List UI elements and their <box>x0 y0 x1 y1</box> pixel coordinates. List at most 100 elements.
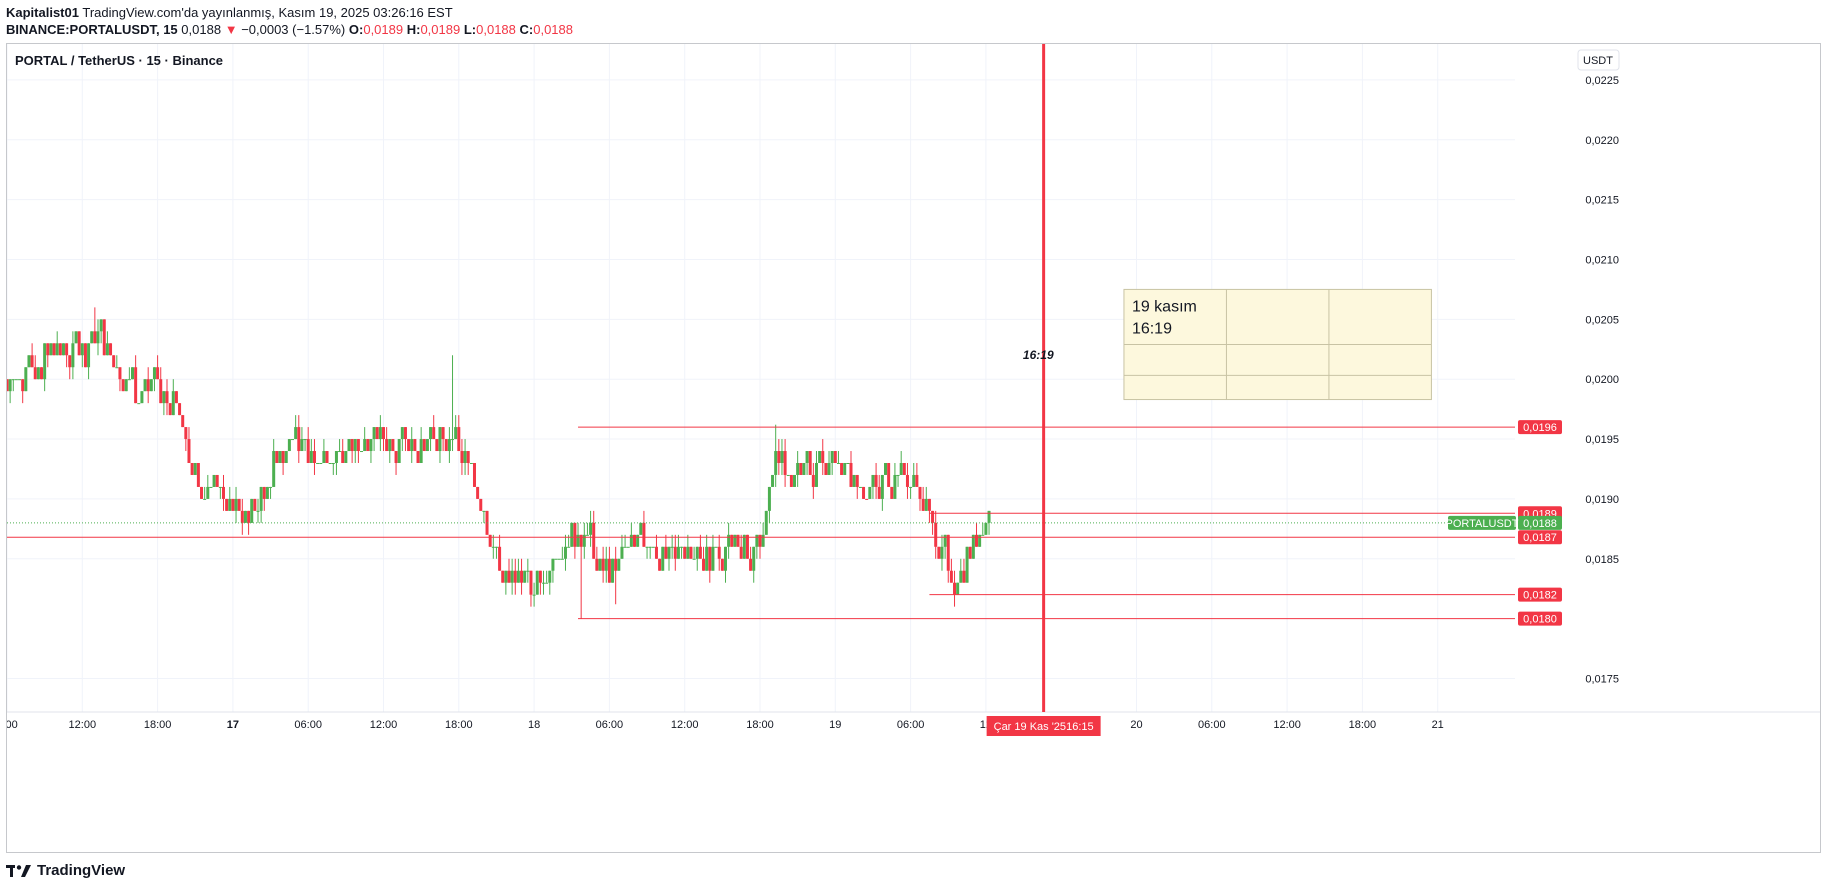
x-tick-label: 12:00 <box>69 719 97 731</box>
candle-body <box>400 427 404 440</box>
high-label: H: <box>406 22 421 37</box>
candle-body <box>808 451 812 475</box>
candle-body <box>611 558 615 583</box>
price-line-tag <box>1518 420 1562 435</box>
candle-body <box>118 367 122 380</box>
last-price-tag <box>1518 515 1562 530</box>
price-chart[interactable]: 16:19 19 kasım 16:19 0,0225 0,0220 0,0215 0,02… <box>7 44 1820 852</box>
candle-body <box>818 451 822 463</box>
candle-body <box>162 391 166 404</box>
candle-body <box>407 439 411 452</box>
candle-body <box>595 558 599 571</box>
candle-body <box>469 462 473 464</box>
candle-body <box>805 451 809 463</box>
candle-body <box>306 439 310 463</box>
candle-body <box>416 451 420 463</box>
candle-body <box>419 439 423 463</box>
candle-body <box>912 474 916 487</box>
x-tick-label: 21 <box>1432 719 1444 731</box>
x-tick-label: 06:00 <box>596 719 624 731</box>
note-line-2: 16:19 <box>1132 320 1172 337</box>
candle-body <box>240 510 244 523</box>
candle-body <box>949 570 953 583</box>
candle-body <box>206 486 210 499</box>
candle-body <box>654 546 658 559</box>
candle-body <box>695 546 699 559</box>
candle-body <box>554 558 558 560</box>
candle-body <box>319 462 323 464</box>
candle-body <box>661 546 665 571</box>
candle-body <box>272 451 276 487</box>
candle-body <box>331 462 335 464</box>
candle-body <box>723 546 727 571</box>
candle-body <box>777 451 781 463</box>
candle-body <box>225 498 229 511</box>
candle-body <box>858 486 862 488</box>
currency-box[interactable] <box>1577 49 1620 71</box>
candle-body <box>974 534 978 547</box>
candle-body <box>49 343 53 356</box>
candle-body <box>683 546 687 559</box>
candle-body <box>658 558 662 571</box>
x-tick-label: 06:00 <box>897 719 925 731</box>
y-tick-label: 0,0225 <box>1585 75 1619 87</box>
candle-body <box>96 331 100 344</box>
candle-body <box>438 427 442 452</box>
symbol-name[interactable]: BINANCE:PORTALUSDT, 15 <box>6 22 178 37</box>
candle-body <box>771 474 775 487</box>
candle-body <box>281 451 285 463</box>
crosshair-time-tag <box>986 716 1101 736</box>
candle-body <box>567 546 571 548</box>
candle-body <box>196 462 200 487</box>
author-name[interactable]: Kapitalist01 <box>6 5 79 20</box>
candle-body <box>884 462 887 475</box>
candle-body <box>312 451 316 463</box>
candle-body <box>55 343 59 356</box>
candle-body <box>432 427 436 440</box>
candle-body <box>667 546 671 559</box>
candle-body <box>887 462 891 487</box>
candle-body <box>513 570 517 583</box>
candle-body <box>221 486 225 499</box>
brand-name[interactable]: TradingView <box>37 862 126 879</box>
candle-body <box>651 546 655 548</box>
candle-body <box>137 403 141 405</box>
candle-body <box>494 546 498 548</box>
candle-body <box>243 510 247 523</box>
candle-body <box>786 474 790 476</box>
candle-body <box>711 546 715 571</box>
candle-body <box>454 427 458 440</box>
candle-body <box>52 343 56 356</box>
y-tick-label: 0,0205 <box>1585 314 1619 326</box>
candle-body <box>146 379 150 392</box>
candle-body <box>736 534 740 547</box>
y-tick-label: 0,0195 <box>1585 434 1619 446</box>
x-tick-label: 17 <box>227 719 239 731</box>
candle-body <box>363 439 367 452</box>
candle-body <box>14 379 18 381</box>
candle-body <box>131 367 134 380</box>
candle-body <box>956 582 960 595</box>
x-tick-label: 18:00 <box>1349 719 1377 731</box>
candle-body <box>623 546 627 548</box>
candle-body <box>968 546 972 559</box>
candle-body <box>692 558 696 560</box>
candle-body <box>937 546 941 559</box>
low-value: 0,0188 <box>476 22 516 37</box>
candle-body <box>124 379 128 392</box>
candle-body <box>504 570 508 583</box>
candle-body <box>284 451 288 463</box>
candle-body <box>902 462 906 475</box>
candle-body <box>466 451 470 463</box>
candle-body <box>526 570 530 572</box>
candle-body <box>629 534 633 547</box>
candle-body <box>560 558 564 560</box>
candle-body <box>727 534 731 547</box>
candle-body <box>344 451 348 463</box>
chart-pane[interactable]: 16:19 19 kasım 16:19 0,0225 0,0220 0,0215 0,02… <box>6 43 1821 853</box>
low-label: L: <box>463 22 477 37</box>
candle-body <box>316 462 320 464</box>
footer: TradingView <box>6 862 125 879</box>
symbol-tag <box>1448 515 1516 530</box>
candle-body <box>105 343 109 356</box>
